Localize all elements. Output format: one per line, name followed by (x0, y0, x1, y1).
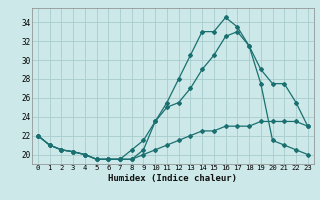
X-axis label: Humidex (Indice chaleur): Humidex (Indice chaleur) (108, 174, 237, 183)
